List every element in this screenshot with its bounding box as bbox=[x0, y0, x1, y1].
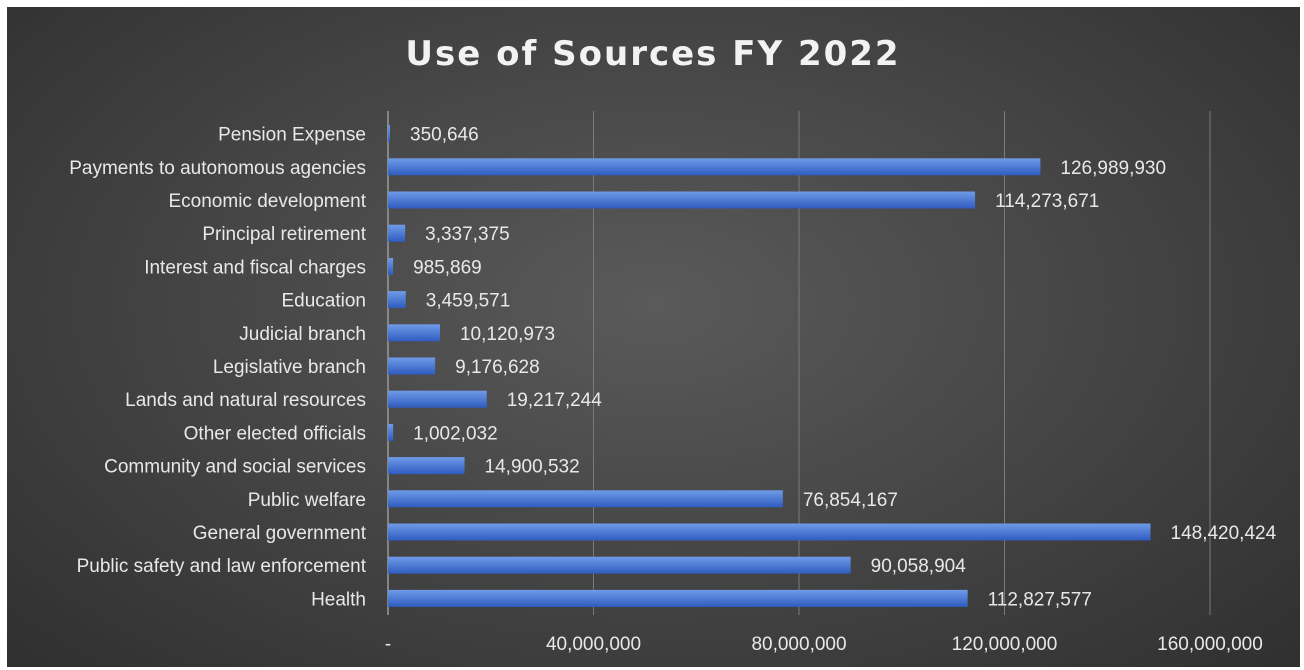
bar bbox=[388, 324, 440, 342]
chart-title: Use of Sources FY 2022 bbox=[405, 34, 900, 74]
category-label: Health bbox=[311, 589, 366, 610]
value-label: 114,273,671 bbox=[995, 191, 1099, 212]
value-label: 10,120,973 bbox=[460, 324, 555, 345]
category-label: Payments to autonomous agencies bbox=[69, 158, 366, 179]
bar bbox=[388, 224, 406, 242]
category-label: General government bbox=[193, 523, 367, 544]
bar bbox=[388, 191, 976, 209]
x-tick-labels: - 40,000,000 80,000,000 120,000,000 160,000,… bbox=[385, 634, 1263, 655]
value-label: 76,854,167 bbox=[803, 490, 898, 511]
value-label: 9,176,628 bbox=[455, 357, 540, 378]
chart-area: Use of Sources FY 2022 Pension Expense Pa… bbox=[7, 7, 1300, 667]
bars bbox=[388, 125, 1151, 607]
bar bbox=[388, 357, 436, 375]
bar-chart: Use of Sources FY 2022 Pension Expense Pa… bbox=[69, 34, 1277, 655]
category-label: Education bbox=[281, 291, 366, 312]
x-tick-label: 160,000,000 bbox=[1157, 634, 1263, 655]
x-tick-label: 80,000,000 bbox=[751, 634, 846, 655]
value-label: 350,646 bbox=[410, 125, 479, 146]
bar bbox=[388, 291, 406, 309]
value-label: 985,869 bbox=[413, 257, 482, 278]
category-label: Legislative branch bbox=[213, 357, 366, 378]
x-tick-label: 40,000,000 bbox=[546, 634, 641, 655]
x-tick-label: - bbox=[385, 634, 391, 655]
bar bbox=[388, 457, 465, 475]
category-label: Lands and natural resources bbox=[125, 390, 366, 411]
bar bbox=[388, 158, 1041, 176]
category-label: Principal retirement bbox=[202, 224, 366, 245]
category-label: Pension Expense bbox=[218, 125, 366, 146]
bar bbox=[388, 125, 390, 143]
value-label: 3,459,571 bbox=[426, 291, 511, 312]
bar bbox=[388, 423, 394, 441]
bar bbox=[388, 390, 487, 408]
value-label: 112,827,577 bbox=[988, 589, 1092, 610]
category-label: Public safety and law enforcement bbox=[77, 556, 367, 577]
category-labels: Pension Expense Payments to autonomous ag… bbox=[69, 125, 367, 611]
value-label: 3,337,375 bbox=[425, 224, 510, 245]
bar bbox=[388, 589, 968, 607]
category-label: Public welfare bbox=[248, 490, 366, 511]
category-label: Economic development bbox=[169, 191, 367, 212]
category-label: Judicial branch bbox=[239, 324, 366, 345]
bar bbox=[388, 556, 851, 574]
bar bbox=[388, 490, 783, 508]
value-label: 19,217,244 bbox=[507, 390, 603, 411]
value-label: 1,002,032 bbox=[413, 423, 498, 444]
category-label: Community and social services bbox=[104, 457, 366, 478]
category-label: Interest and fiscal charges bbox=[144, 257, 366, 278]
bar bbox=[388, 257, 394, 275]
value-label: 14,900,532 bbox=[485, 457, 580, 478]
value-label: 90,058,904 bbox=[871, 556, 967, 577]
bar bbox=[388, 523, 1151, 541]
x-tick-label: 120,000,000 bbox=[952, 634, 1058, 655]
category-label: Other elected officials bbox=[184, 423, 366, 444]
value-label: 126,989,930 bbox=[1060, 158, 1166, 179]
value-label: 148,420,424 bbox=[1171, 523, 1277, 544]
value-labels: 350,646 126,989,930 114,273,671 3,337,375 98… bbox=[410, 125, 1277, 611]
